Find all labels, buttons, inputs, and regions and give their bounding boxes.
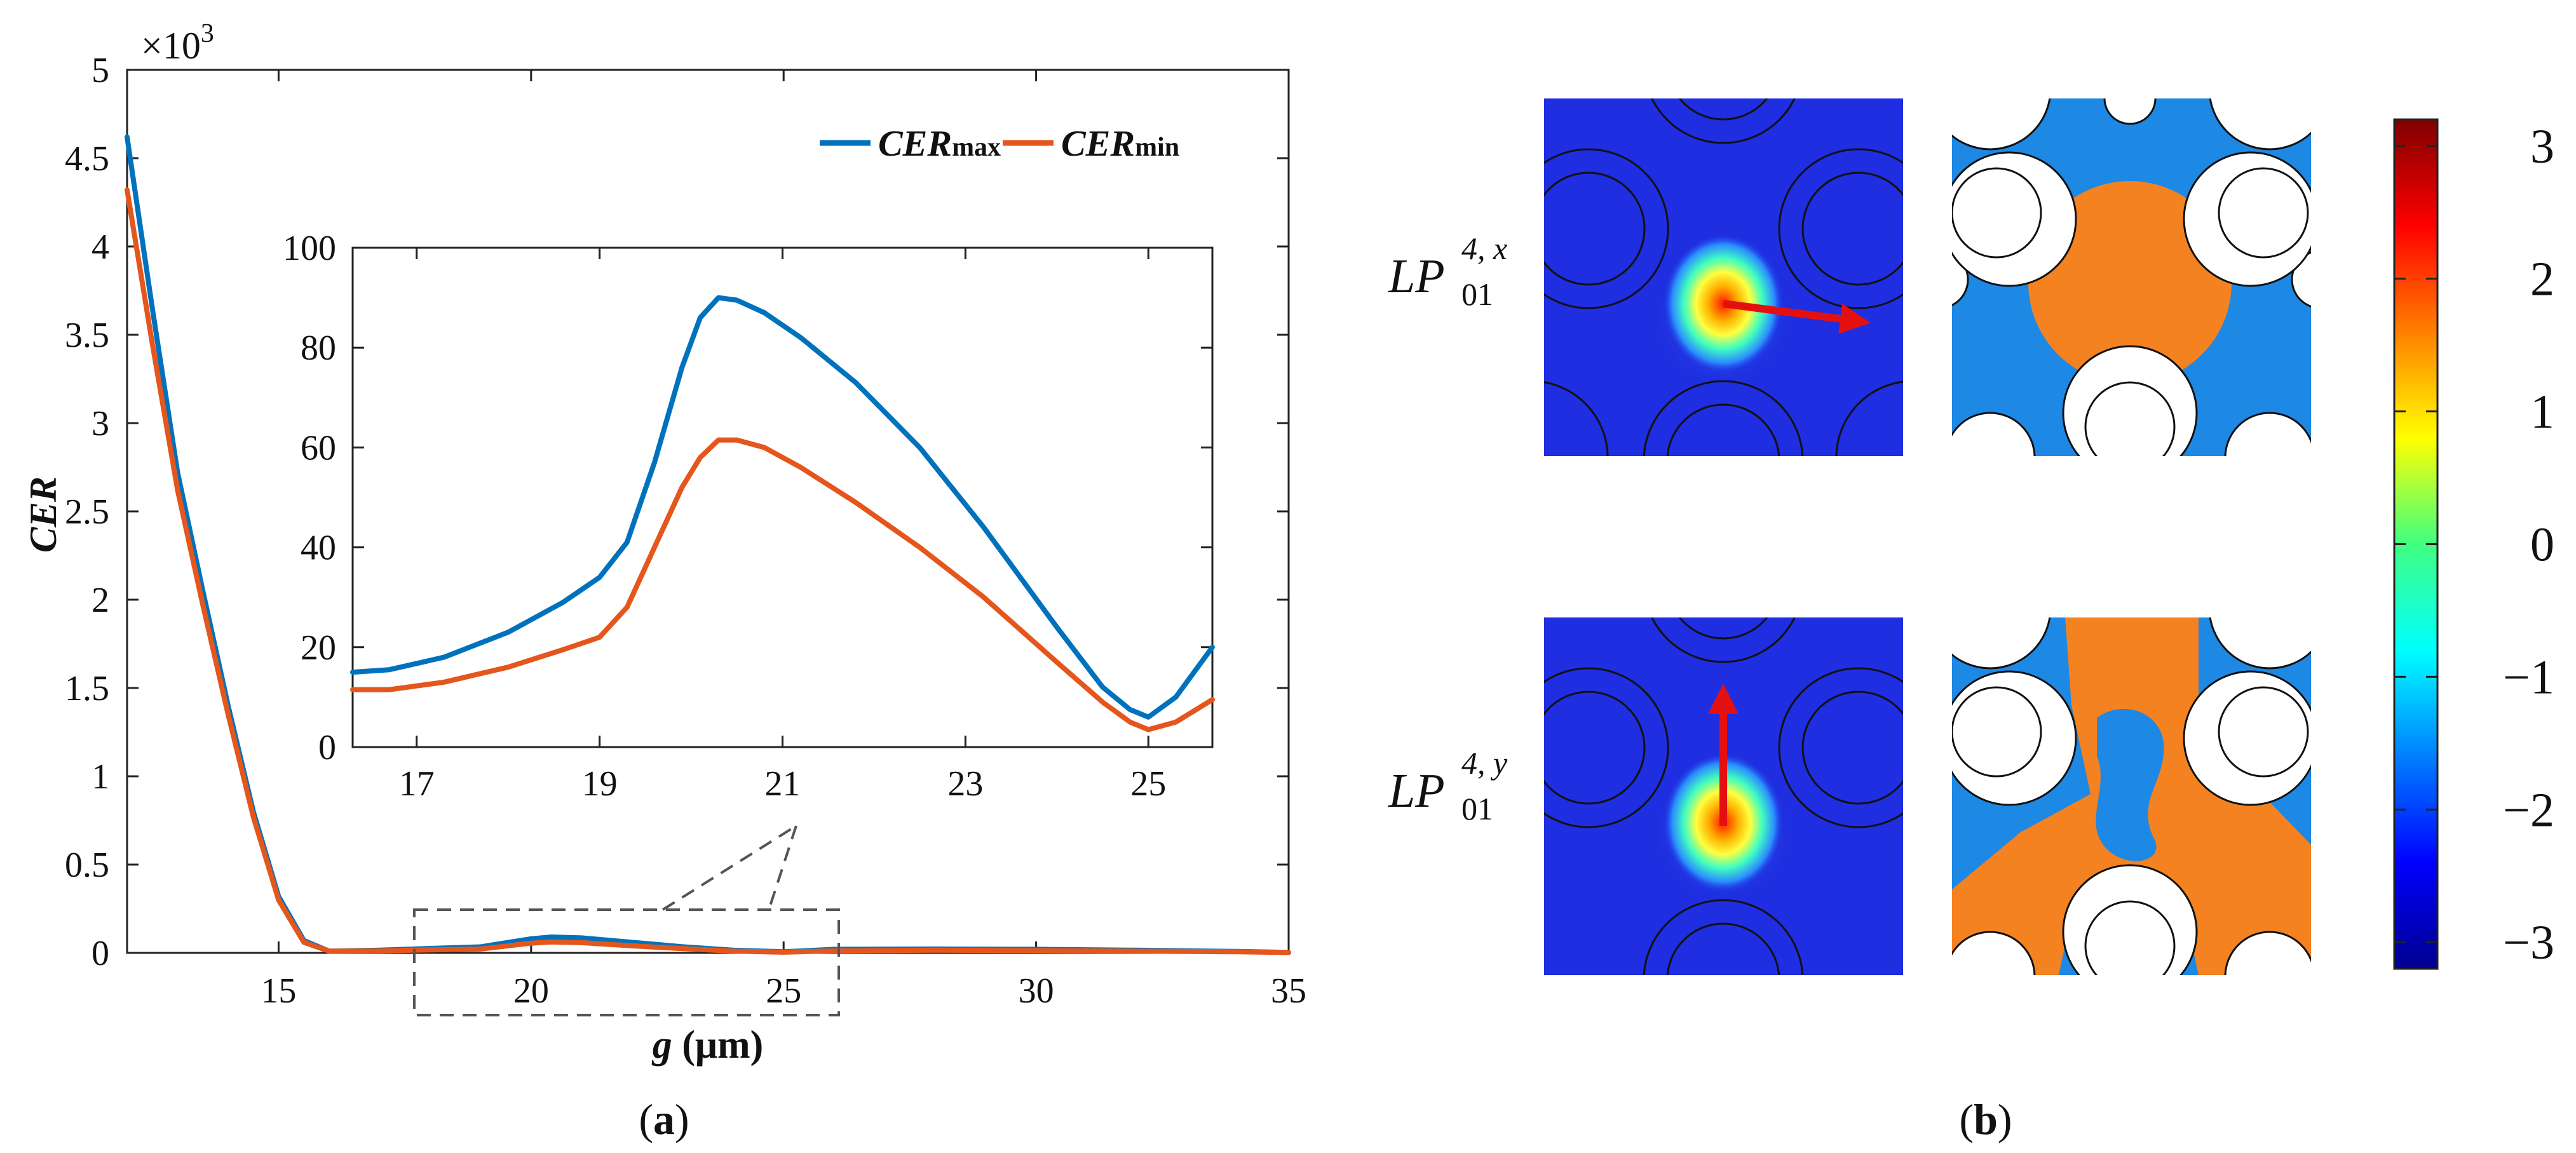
exponent-label: ×103: [141, 19, 214, 67]
main-ytick-label: 4: [92, 227, 109, 267]
panel-b: LP 4, x 01 LP 4, y 01: [1388, 98, 2554, 1143]
mode-label-y-sub: 01: [1461, 791, 1493, 826]
mode-label-y: LP: [1388, 764, 1445, 818]
inset-axis-ticks: 17 19 21 23 25 0 20 40 60 80 100: [283, 229, 1212, 804]
main-ytick-label: 4.5: [65, 139, 109, 179]
inset-ytick-label: 20: [301, 628, 336, 668]
legend-label-min: CERmin: [1061, 123, 1179, 164]
main-ytick-label: 2.5: [65, 492, 109, 532]
inset-chart: 17 19 21 23 25 0 20 40 60 80 100: [283, 229, 1215, 804]
main-plot-frame: [126, 69, 1290, 954]
phase-map-x: [1952, 98, 2311, 456]
inset-ytick-label: 80: [301, 328, 336, 368]
caption-b: (b): [1959, 1095, 2012, 1143]
inset-ytick-label: 100: [283, 229, 336, 268]
inset-xtick-label: 23: [947, 764, 983, 804]
callout-line-left: [661, 825, 797, 911]
inset-line-cermin: [350, 437, 1215, 732]
colorbar-tick-label: 3: [2530, 120, 2554, 173]
mode-label-x-sup: 4, x: [1461, 231, 1507, 266]
main-ytick-label: 1.5: [65, 669, 109, 708]
legend: CERmax CERmin: [820, 123, 1179, 164]
mode-label-y-sup: 4, y: [1461, 745, 1508, 781]
inset-series: [350, 295, 1215, 732]
colorbar-ticks: 3 2 1 0 −1 −2 −3: [2394, 120, 2554, 969]
field-map-y: [1544, 617, 1903, 975]
main-chart: 15 20 25 30 35 0 0.5 1 1.5 2 2.5 3 3.5 4 4.5 5 ×103 CER…: [22, 19, 1306, 1143]
inset-line-cermax: [350, 295, 1215, 720]
callout-line-right: [768, 825, 797, 910]
colorbar-tick-label: 2: [2530, 253, 2554, 306]
main-series: [125, 134, 1291, 955]
zoom-region-box: [413, 908, 840, 1016]
main-ytick-label: 1: [92, 757, 109, 797]
inset-xtick-label: 17: [399, 764, 435, 804]
main-line-cermin: [125, 187, 1291, 955]
inset-xtick-label: 19: [582, 764, 618, 804]
phase-map-y: [1952, 617, 2311, 975]
inset-xtick-label: 21: [765, 764, 801, 804]
main-ytick-label: 0.5: [65, 846, 109, 885]
main-xtick-label: 15: [261, 971, 296, 1011]
mode-label-x-sub: 01: [1461, 276, 1493, 312]
polarization-arrow-x: [1723, 300, 1871, 334]
main-ytick-label: 3: [92, 404, 109, 443]
legend-label-max: CERmax: [878, 123, 1001, 164]
main-ytick-label: 3.5: [65, 316, 109, 355]
main-xtick-label: 35: [1271, 971, 1306, 1011]
main-x-label: g (μm): [651, 1023, 764, 1067]
field-map-x: [1544, 98, 1903, 456]
colorbar-tick-label: −2: [2503, 783, 2554, 837]
colorbar-tick-label: −3: [2503, 916, 2554, 969]
inset-ytick-label: 60: [301, 428, 336, 468]
colorbar-tick-label: 1: [2530, 386, 2554, 439]
colorbar-tick-label: 0: [2530, 518, 2554, 572]
inset-ytick-label: 40: [301, 529, 336, 568]
main-y-label: CER: [22, 476, 64, 553]
inset-ytick-label: 0: [318, 728, 336, 767]
colorbar-tick-label: −1: [2503, 651, 2554, 704]
main-xtick-label: 25: [766, 971, 801, 1011]
caption-a: (a): [639, 1095, 689, 1143]
main-xtick-label: 30: [1019, 971, 1054, 1011]
main-ytick-label: 0: [92, 934, 109, 973]
main-axis-ticks: 15 20 25 30 35 0 0.5 1 1.5 2 2.5 3 3.5 4 4.5 5: [65, 51, 1306, 1011]
mode-label-x: LP: [1388, 250, 1445, 303]
inset-xtick-label: 25: [1130, 764, 1166, 804]
main-ytick-label: 2: [92, 581, 109, 620]
main-ytick-label: 5: [92, 51, 109, 90]
main-xtick-label: 20: [513, 971, 549, 1011]
